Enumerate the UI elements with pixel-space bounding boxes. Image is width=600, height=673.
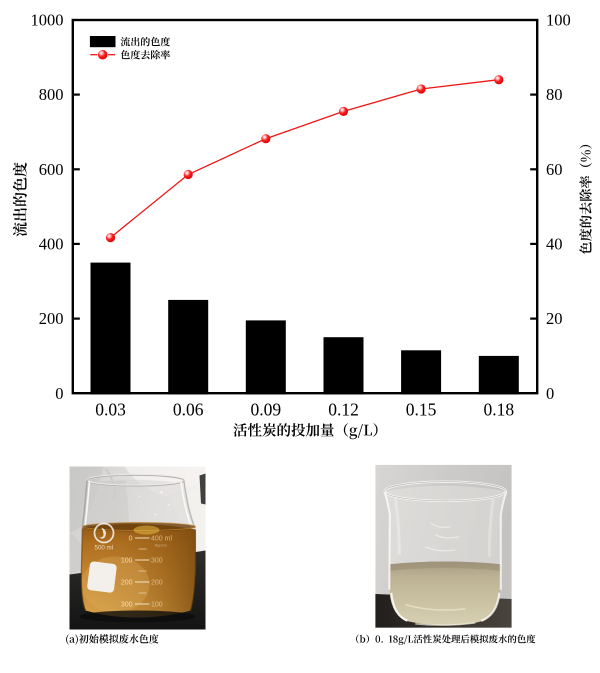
svg-text:1000: 1000 bbox=[31, 11, 64, 30]
svg-text:800: 800 bbox=[39, 85, 64, 104]
svg-text:20: 20 bbox=[546, 309, 563, 328]
svg-text:300: 300 bbox=[151, 557, 163, 564]
svg-text:0.18: 0.18 bbox=[483, 400, 514, 420]
svg-text:0.03: 0.03 bbox=[95, 400, 126, 420]
svg-text:0: 0 bbox=[55, 384, 63, 403]
svg-text:100: 100 bbox=[546, 11, 571, 30]
svg-text:40: 40 bbox=[546, 235, 563, 254]
svg-text:600: 600 bbox=[39, 160, 64, 179]
svg-text:100: 100 bbox=[121, 557, 133, 564]
svg-text:0: 0 bbox=[546, 384, 554, 403]
svg-text:Approx: Approx bbox=[155, 543, 168, 548]
svg-text:80: 80 bbox=[546, 85, 563, 104]
svg-text:0.09: 0.09 bbox=[250, 400, 281, 420]
svg-text:200: 200 bbox=[39, 309, 64, 328]
svg-text:300: 300 bbox=[121, 601, 133, 608]
svg-text:500 ml: 500 ml bbox=[95, 545, 114, 552]
svg-text:100: 100 bbox=[151, 601, 163, 608]
svg-text:60: 60 bbox=[546, 160, 563, 179]
svg-text:400 ml: 400 ml bbox=[151, 535, 172, 542]
svg-text:0.06: 0.06 bbox=[173, 400, 204, 420]
svg-text:200: 200 bbox=[121, 579, 133, 586]
svg-text:0.15: 0.15 bbox=[406, 400, 437, 420]
svg-text:400: 400 bbox=[39, 235, 64, 254]
svg-text:0: 0 bbox=[129, 535, 133, 542]
svg-text:200: 200 bbox=[151, 579, 163, 586]
svg-text:0.12: 0.12 bbox=[328, 400, 359, 420]
